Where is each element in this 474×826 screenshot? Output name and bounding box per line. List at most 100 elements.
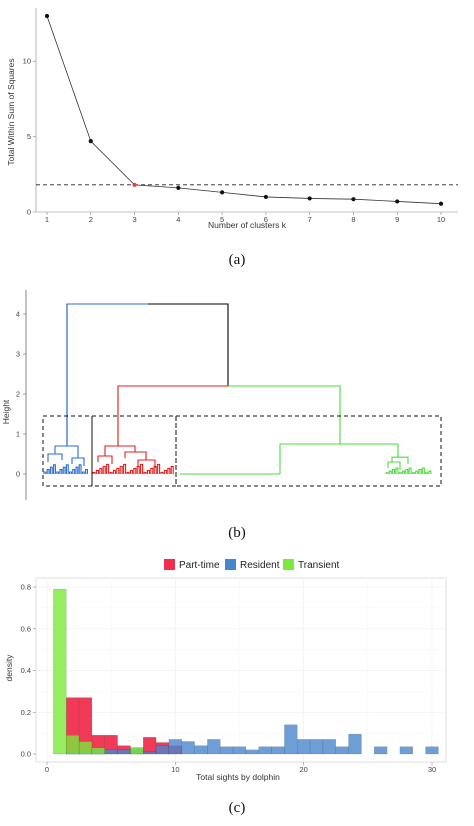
legend-swatch-transient xyxy=(283,559,294,570)
elbow-x-tick-label: 10 xyxy=(437,215,445,224)
dendrogram-y-label: Height xyxy=(1,399,11,424)
legend-label-transient: Transient xyxy=(298,560,340,571)
elbow-x-tick-label: 2 xyxy=(89,215,93,224)
dendrogram-link xyxy=(157,463,161,474)
dendrogram-link xyxy=(56,471,60,474)
elbow-x-tick-label: 5 xyxy=(220,215,224,224)
dendrogram-tree xyxy=(43,303,432,475)
panel-a-caption: (a) xyxy=(229,252,246,268)
dendrogram-link xyxy=(104,445,136,456)
histogram-legend: Part-time Resident Transient xyxy=(164,559,340,571)
elbow-y-tick-label: 10 xyxy=(23,57,31,66)
dendrogram-link xyxy=(71,457,85,466)
elbow-x-label: Number of clusters k xyxy=(208,220,287,230)
histogram-bar-resident xyxy=(181,741,195,755)
dendrogram-link xyxy=(92,471,96,474)
elbow-x-tick-label: 3 xyxy=(132,215,136,224)
histogram-bar-transient xyxy=(53,588,67,755)
dendrogram-link xyxy=(72,469,76,474)
dendrogram-link xyxy=(167,467,171,474)
histogram-bar-resident xyxy=(143,751,157,755)
dendrogram-link xyxy=(387,461,401,470)
dendrogram-link xyxy=(170,465,174,474)
histogram-bar-part-time xyxy=(143,737,157,755)
dendrogram-link xyxy=(388,470,392,474)
histogram-bar-transient xyxy=(66,735,80,755)
dendrogram-link xyxy=(137,459,156,468)
histogram-panel xyxy=(35,577,447,763)
dendrogram-link xyxy=(415,470,419,474)
dendrogram-y-tick-label: 2 xyxy=(16,390,20,399)
dendrogram-cluster-boxes xyxy=(42,415,442,487)
dendrogram-link xyxy=(99,467,103,474)
dendrogram-link xyxy=(47,453,63,462)
histogram-bar-resident xyxy=(117,749,131,755)
histogram-bar-resident xyxy=(194,745,208,755)
histogram-y-tick-label: 0.4 xyxy=(21,666,31,675)
histogram-x-tick-label: 10 xyxy=(171,765,179,774)
legend-swatch-resident xyxy=(225,559,236,570)
dendrogram-y-tick-label: 0 xyxy=(16,470,20,479)
elbow-y-ticks: 0 5 10 xyxy=(23,57,36,217)
elbow-y-label: Total Within Sum of Squares xyxy=(6,58,16,165)
dendrogram-link xyxy=(143,471,147,474)
histogram-bar-resident xyxy=(322,739,336,755)
dendrogram-link xyxy=(391,456,409,464)
histogram-bar-resident xyxy=(425,746,439,755)
dendrogram-link xyxy=(136,465,140,474)
elbow-point xyxy=(307,196,312,201)
elbow-x-tick-label: 6 xyxy=(264,215,268,224)
histogram-bar-resident xyxy=(207,739,221,755)
histogram-y-label: density xyxy=(4,654,14,682)
dendrogram-link xyxy=(385,472,389,474)
elbow-point xyxy=(88,139,93,144)
elbow-point xyxy=(395,199,400,204)
dendrogram-chart: 0 1 2 3 4 Height (b) xyxy=(1,290,442,541)
dendrogram-link xyxy=(116,467,120,474)
histogram-bar-resident xyxy=(284,724,298,755)
histogram-y-tick-label: 0.8 xyxy=(21,583,31,592)
dendrogram-link xyxy=(129,469,133,474)
histogram-y-tick-label: 0.6 xyxy=(21,624,31,633)
dendrogram-link xyxy=(411,472,415,474)
dendrogram-link xyxy=(153,465,157,474)
dendrogram-link xyxy=(49,466,53,474)
panel-b-caption: (b) xyxy=(228,525,246,541)
histogram-bar-resident xyxy=(271,746,285,755)
histogram-bar-resident xyxy=(297,739,311,755)
panel-c-caption: (c) xyxy=(229,800,246,816)
elbow-x-tick-label: 8 xyxy=(351,215,355,224)
dendrogram-link xyxy=(46,469,50,474)
histogram-x-label: Total sights by dolphin xyxy=(196,772,280,782)
legend-label-part-time: Part-time xyxy=(179,560,220,571)
dendrogram-link xyxy=(78,464,82,474)
dendrogram-link xyxy=(95,469,99,474)
dendrogram-link xyxy=(160,471,164,474)
histogram-bar-transient xyxy=(130,747,144,755)
histogram-x-ticks: 0 10 20 30 xyxy=(45,762,436,774)
elbow-point xyxy=(438,201,444,206)
elbow-x-tick-label: 7 xyxy=(308,215,312,224)
dendrogram-link xyxy=(53,464,56,474)
histogram-bar-resident xyxy=(104,749,118,755)
dendrogram-link xyxy=(54,445,79,458)
dendrogram-link xyxy=(428,470,432,474)
elbow-x-ticks: 1 2 3 4 5 6 7 8 9 10 xyxy=(45,212,445,224)
dendrogram-link xyxy=(119,465,123,474)
elbow-x-tick-label: 4 xyxy=(176,215,180,224)
histogram-bar-resident xyxy=(232,746,247,755)
elbow-line xyxy=(46,15,442,205)
histogram-bar-resident xyxy=(168,739,182,755)
density-histogram: Part-time Resident Transient 0.00.20.40.… xyxy=(4,559,447,816)
dendrogram-link xyxy=(401,470,406,474)
dendrogram-link xyxy=(395,467,399,474)
histogram-bar-resident xyxy=(335,746,349,755)
histogram-y-ticks: 0.0 0.2 0.4 0.6 0.8 xyxy=(21,583,36,759)
histogram-bar-resident xyxy=(220,746,234,755)
histogram-bar-resident xyxy=(258,746,272,755)
histogram-bar-resident xyxy=(309,739,324,755)
dendrogram-y-ticks: 0 1 2 3 4 xyxy=(16,310,26,479)
elbow-point-highlight xyxy=(132,182,137,187)
histogram-bar-resident xyxy=(348,733,362,755)
dendrogram-box-green xyxy=(175,415,442,487)
